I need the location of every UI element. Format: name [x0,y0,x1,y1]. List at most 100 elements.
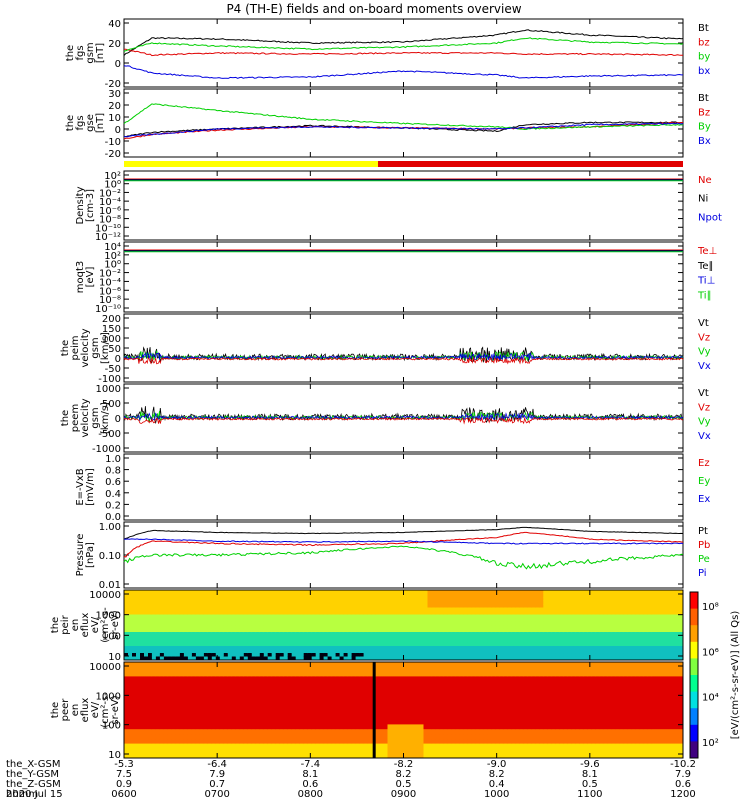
heat-cell [140,621,145,626]
heat-cell [171,593,177,598]
heat-cell [479,666,484,673]
heat-cell [459,690,464,697]
heat-cell [659,593,664,598]
heat-cell [283,604,289,608]
heat-cell [459,649,464,654]
heat-cell [211,621,217,626]
heat-cell [163,639,169,643]
heat-cell [275,635,281,640]
heat-cell [567,611,572,615]
heat-cell [543,642,548,647]
heat-cell [323,671,329,677]
heat-cell [259,646,265,650]
heat-cell [327,686,333,692]
heat-cell [367,639,373,643]
heat-cell [251,700,257,706]
heat-cell [399,671,404,677]
heat-cell [259,690,265,697]
heat-cell [359,695,365,701]
heat-cell [187,690,193,697]
heat-cell [391,714,396,721]
heat-cell [243,590,249,594]
heat-cell [219,618,225,622]
heat-cell [507,621,512,626]
heat-cell [487,597,492,601]
heat-cell [455,618,460,622]
heat-cell [443,607,448,612]
heat-cell [140,753,145,759]
heat-cell [407,710,412,716]
heat-cell [339,719,345,725]
heat-cell [235,666,241,673]
heat-cell [379,607,384,612]
heat-cell [539,653,544,657]
heat-cell [327,618,333,622]
heat-cell [463,705,468,711]
heat-cell [227,590,233,594]
heat-cell [675,646,680,650]
heat-cell [395,621,400,626]
heat-cell [463,695,468,701]
heat-cell [195,700,201,706]
heat-cell [615,593,620,598]
heat-cell [151,632,157,636]
heat-cell [563,646,568,650]
heat-cell [187,748,193,754]
heat-cell [203,653,209,657]
heat-cell [579,646,584,650]
heat-cell [463,607,468,612]
heat-cell [311,695,317,701]
heat-cell [471,600,476,605]
heat-cell [443,705,448,711]
heat-cell [391,590,396,594]
heat-cell [203,604,209,608]
heat-cell [439,748,444,754]
heat-cell [128,625,133,629]
heat-cell [603,611,608,615]
heat-cell [159,681,165,687]
heat-cell [411,719,416,725]
heat-cell [495,590,500,594]
heat-cell [211,753,217,759]
heat-cell [247,666,253,673]
heat-cell [267,662,273,668]
heat-cell [383,642,388,647]
heat-cell [563,656,568,661]
heat-cell [427,611,432,615]
heat-cell [175,748,181,754]
heat-cell [339,671,345,677]
heat-cell [559,653,564,657]
heat-cell [515,656,520,661]
heat-cell [483,719,488,725]
heat-cell [439,604,444,608]
heat-cell [155,649,161,654]
heat-cell [623,621,628,626]
heat-cell [647,635,652,640]
y-tick-label: 20 [108,39,121,50]
heat-cell [267,642,273,647]
heat-cell [199,729,205,735]
heat-cell [335,593,341,598]
heat-cell [287,705,293,711]
heat-cell [435,649,440,654]
heat-cell [655,649,660,654]
heat-cell [455,734,460,740]
heat-cell [535,593,540,598]
heat-cell [395,719,400,725]
heat-cell [463,604,468,608]
heat-cell [128,734,133,740]
heat-cell [583,611,588,615]
heat-cell [144,695,149,701]
heat-cell [387,690,392,697]
heat-cell [475,719,480,725]
heat-cell [395,695,400,701]
heat-cell [223,753,229,759]
heat-cell [383,714,388,721]
heat-cell [136,635,141,640]
heat-cell [183,662,189,668]
heat-cell [431,681,436,687]
heat-cell [319,646,325,650]
heat-cell [159,700,165,706]
heat-cell [487,604,492,608]
